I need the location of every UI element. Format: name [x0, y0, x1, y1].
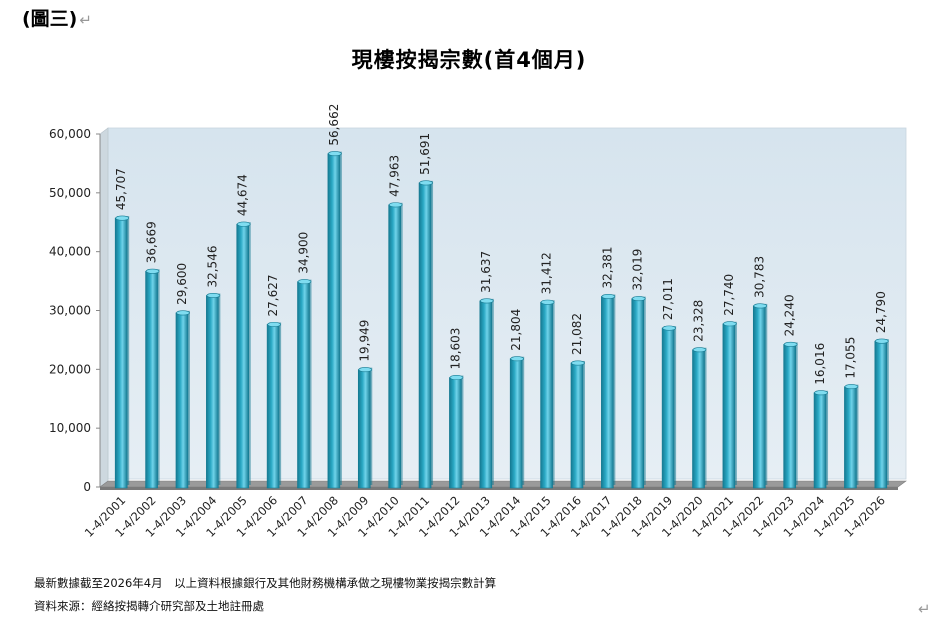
bar-top — [631, 296, 646, 302]
bar-top — [723, 321, 737, 327]
bar-top — [540, 299, 555, 305]
bar — [388, 204, 401, 489]
bar — [631, 298, 645, 489]
bar-top — [480, 298, 494, 304]
data-label: 51,691 — [418, 133, 432, 175]
bar-top — [662, 325, 676, 331]
bar-top — [783, 341, 798, 347]
data-label: 19,949 — [357, 320, 371, 362]
footnote-source: 資料來源：經絡按揭轉介研究部及土地註冊處 — [34, 599, 264, 613]
footnote-data-note: 最新數據截至2026年4月 以上資料根據銀行及其他財務機構承做之現樓物業按揭宗數… — [34, 576, 497, 590]
data-label: 32,546 — [205, 246, 219, 288]
bar — [692, 349, 705, 489]
data-label: 24,240 — [783, 294, 797, 336]
bar-top — [753, 303, 768, 309]
data-label: 21,804 — [509, 309, 523, 351]
y-tick-label: 30,000 — [49, 304, 91, 318]
data-label: 45,707 — [114, 168, 128, 210]
bar-top — [206, 293, 221, 299]
bar-top — [571, 360, 585, 366]
data-label: 18,603 — [448, 328, 462, 370]
data-label: 32,019 — [631, 249, 645, 291]
data-label: 21,082 — [570, 313, 584, 355]
bar-top — [875, 338, 889, 344]
data-label: 16,016 — [813, 343, 827, 385]
bar — [601, 296, 614, 489]
data-label: 36,669 — [145, 221, 159, 263]
bar — [813, 392, 827, 489]
bar-top — [449, 375, 464, 381]
bar — [266, 324, 280, 489]
data-label: 32,381 — [600, 246, 614, 288]
paragraph-mark-icon: ↵ — [918, 600, 931, 618]
bar-top — [419, 180, 433, 186]
bar-top — [115, 215, 129, 221]
paragraph-mark-icon: ↵ — [79, 11, 92, 29]
data-label: 47,963 — [388, 155, 402, 197]
bar — [114, 217, 128, 489]
bar — [479, 300, 493, 489]
data-label: 56,662 — [327, 104, 341, 146]
data-label: 24,790 — [874, 291, 888, 333]
bar — [175, 312, 189, 489]
bar-top — [814, 390, 828, 396]
y-tick-label: 0 — [83, 480, 91, 494]
bar — [844, 386, 857, 489]
plot-floor-edge — [100, 487, 898, 490]
bar-top — [236, 221, 251, 227]
bar — [540, 301, 553, 489]
data-label: 29,600 — [175, 263, 189, 305]
chart-title: 現樓按揭宗數(首4個月) — [351, 48, 587, 72]
bar — [874, 340, 888, 489]
bar — [206, 295, 219, 489]
bar — [449, 377, 462, 489]
y-tick-label: 10,000 — [49, 421, 91, 435]
bar — [752, 305, 766, 489]
data-label: 31,637 — [479, 251, 493, 293]
bar-top — [267, 321, 281, 327]
data-label: 30,783 — [752, 256, 766, 298]
data-label: 27,011 — [661, 278, 675, 320]
bar — [570, 362, 584, 489]
bar — [418, 182, 432, 489]
bar-top — [844, 384, 859, 390]
bar — [357, 369, 371, 489]
data-label: 34,900 — [297, 232, 311, 274]
bar — [327, 153, 341, 489]
bar — [297, 281, 310, 489]
bar-top — [328, 151, 342, 157]
bar-top — [297, 279, 312, 285]
y-tick-label: 50,000 — [49, 186, 91, 200]
bar — [661, 327, 675, 489]
bar — [783, 344, 796, 489]
data-label: 17,055 — [843, 337, 857, 379]
y-tick-label: 20,000 — [49, 362, 91, 376]
bar — [722, 323, 736, 489]
bar-top — [692, 347, 707, 353]
data-label: 27,627 — [266, 274, 280, 316]
bar-top — [145, 268, 160, 274]
data-label: 23,328 — [692, 300, 706, 342]
bar-top — [176, 310, 190, 316]
bar-top — [601, 293, 616, 299]
plot-side-wall — [99, 127, 109, 488]
data-label: 27,740 — [722, 274, 736, 316]
bar-top — [510, 356, 524, 362]
bar — [145, 270, 158, 489]
bar — [509, 358, 523, 489]
bar — [236, 223, 250, 489]
figure-label: (圖三) ↵ — [22, 8, 92, 30]
data-label: 44,674 — [236, 174, 250, 216]
bar-top — [358, 367, 373, 373]
data-label: 31,412 — [540, 252, 554, 294]
y-tick-label: 60,000 — [49, 127, 91, 141]
y-tick-label: 40,000 — [49, 245, 91, 259]
bar-top — [388, 202, 403, 208]
